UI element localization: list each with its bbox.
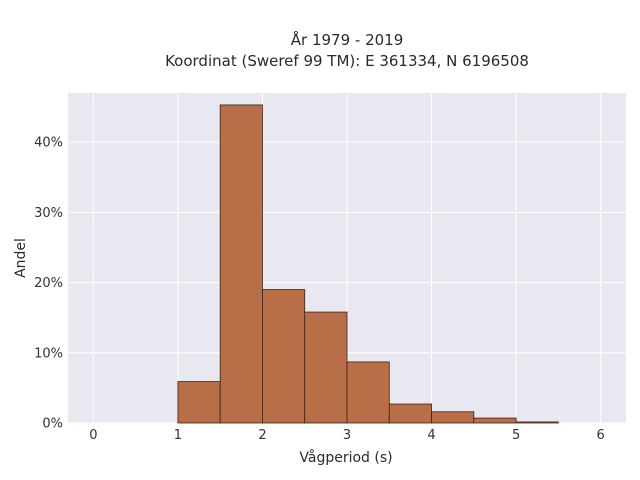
histogram-bar: [177, 381, 221, 424]
histogram-bar: [346, 361, 390, 424]
x-tick-label: 0: [89, 428, 97, 443]
histogram-bar: [431, 411, 475, 424]
histogram-bars: [177, 104, 559, 424]
y-axis-title: Andel: [13, 238, 29, 278]
x-tick-label: 6: [596, 428, 604, 443]
x-axis-ticks: 0 1 2 3 4 5 6: [89, 428, 605, 443]
chart-title-line-2: Koordinat (Sweref 99 TM): E 361334, N 61…: [165, 52, 529, 70]
x-tick-label: 1: [174, 428, 182, 443]
x-tick-label: 4: [427, 428, 435, 443]
histogram-bar: [219, 104, 263, 424]
histogram-bar: [262, 289, 306, 424]
y-tick-label: 40%: [34, 136, 63, 151]
x-tick-label: 5: [512, 428, 520, 443]
histogram-bar: [304, 311, 348, 424]
y-axis-ticks: 0% 10% 20% 30% 40%: [34, 136, 63, 432]
histogram-bar: [515, 421, 559, 424]
x-tick-label: 2: [258, 428, 266, 443]
chart-title-line-1: År 1979 - 2019: [291, 30, 404, 49]
x-axis-title: Vågperiod (s): [299, 449, 392, 466]
y-tick-label: 10%: [34, 346, 63, 361]
x-tick-label: 3: [343, 428, 351, 443]
histogram-bar: [388, 403, 432, 424]
histogram-bar: [473, 417, 517, 424]
y-tick-label: 30%: [34, 206, 63, 221]
y-tick-label: 20%: [34, 276, 63, 291]
y-tick-label: 0%: [42, 417, 63, 432]
